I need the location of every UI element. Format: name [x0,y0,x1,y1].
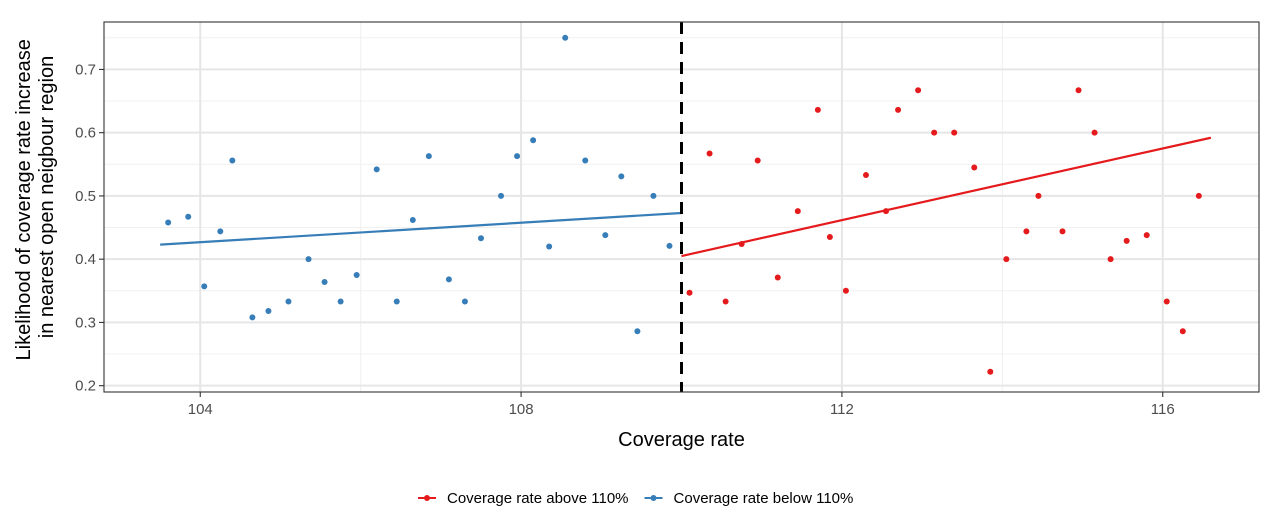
data-point-series-0 [1163,298,1170,305]
data-point-series-1 [229,157,236,164]
y-tick-label: 0.2 [75,378,96,395]
data-point-series-1 [602,232,609,239]
data-point-series-1 [618,173,625,180]
trend-lines [160,136,1212,258]
legend: Coverage rate above 110% Coverage rate be… [418,490,853,507]
data-point-series-1 [249,314,256,321]
x-tick-label: 112 [830,401,854,418]
data-point-series-0 [951,129,958,136]
data-point-series-1 [185,213,192,220]
data-point-series-1 [445,276,452,283]
data-point-series-1 [666,242,673,249]
data-point-series-0 [1107,256,1114,263]
panel-border [103,21,1260,393]
data-point-series-0 [1195,192,1202,199]
data-point-series-0 [1179,328,1186,335]
data-point-series-1 [353,271,360,278]
data-point-series-0 [686,289,693,296]
data-point-series-0 [842,287,849,294]
data-point-series-1 [498,192,505,199]
y-axis-title: Likelihood of coverage rate increase in … [13,34,58,361]
data-point-series-1 [546,243,553,250]
data-point-series-1 [477,235,484,242]
data-point-series-0 [1035,192,1042,199]
data-point-series-1 [530,137,537,144]
data-point-series-0 [794,208,801,215]
trend-line-series-0 [681,136,1212,258]
y-axis-title-line-2: in nearest open neigbour region [36,56,58,338]
x-tick-label: 104 [188,401,213,418]
data-point-series-0 [883,208,890,215]
data-point-series-1 [321,278,328,285]
legend-label: Coverage rate below 110% [674,490,854,507]
data-point-series-1 [634,328,641,335]
x-axis-title: Coverage rate [618,429,745,451]
legend-key-point [424,495,430,501]
y-tick-label: 0.3 [75,314,96,331]
y-tick-label: 0.7 [75,61,96,78]
data-point-series-0 [1003,256,1010,263]
data-point-series-0 [706,150,713,157]
data-point-series-1 [650,192,657,199]
data-point-series-0 [1059,228,1066,235]
data-points [165,34,1202,375]
data-point-series-0 [1123,237,1130,244]
data-point-series-0 [754,157,761,164]
trend-line-series-1 [160,211,682,246]
y-axis-title-line-1: Likelihood of coverage rate increase [13,39,35,360]
x-tick-label: 116 [1151,401,1175,418]
data-point-series-0 [814,106,821,113]
data-point-series-1 [305,256,312,263]
data-point-series-0 [1143,232,1150,239]
data-point-series-1 [514,153,521,160]
data-point-series-0 [1091,129,1098,136]
data-point-series-0 [826,234,833,241]
data-point-series-1 [201,283,208,290]
legend-label: Coverage rate above 110% [447,490,629,507]
data-point-series-1 [425,153,432,160]
data-point-series-0 [915,87,922,94]
y-tick-label: 0.4 [75,251,96,268]
data-point-series-0 [738,241,745,247]
data-point-series-1 [562,34,569,41]
data-point-series-1 [582,157,589,164]
data-point-series-0 [987,368,994,375]
data-point-series-0 [1075,87,1082,94]
data-point-series-0 [774,274,781,281]
y-axis-ticks: 0.2 0.3 0.4 0.5 0.6 0.7 [75,61,104,395]
data-point-series-1 [165,219,172,226]
data-point-series-1 [337,298,344,305]
data-point-series-0 [862,172,869,179]
data-point-series-0 [722,298,729,305]
x-tick-label: 108 [509,401,534,418]
y-tick-label: 0.5 [75,188,96,205]
data-point-series-1 [461,298,468,305]
data-point-series-1 [409,216,416,223]
data-point-series-0 [971,164,978,171]
legend-key-point [650,495,657,501]
data-point-series-1 [217,228,224,235]
x-axis-ticks: 104 108 112 116 [188,392,1175,418]
data-point-series-0 [931,129,938,136]
data-point-series-1 [265,308,272,315]
data-point-series-1 [285,298,292,305]
data-point-series-0 [895,106,902,113]
data-point-series-1 [373,166,380,173]
y-tick-label: 0.6 [75,125,96,142]
data-point-series-1 [393,298,400,305]
data-point-series-0 [1023,228,1030,235]
